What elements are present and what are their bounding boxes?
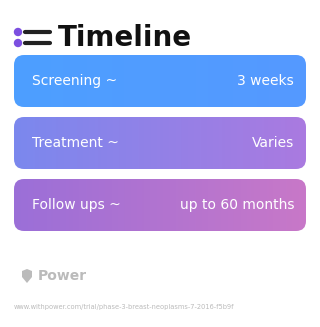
Text: Follow ups ~: Follow ups ~	[32, 198, 121, 212]
Circle shape	[14, 40, 21, 46]
Text: Varies: Varies	[252, 136, 294, 150]
Polygon shape	[22, 269, 32, 283]
Text: 3 weeks: 3 weeks	[237, 74, 294, 88]
Text: Timeline: Timeline	[58, 24, 192, 51]
Text: Power: Power	[38, 269, 87, 283]
Text: Screening ~: Screening ~	[32, 74, 117, 88]
Text: www.withpower.com/trial/phase-3-breast-neoplasms-7-2016-f5b9f: www.withpower.com/trial/phase-3-breast-n…	[14, 304, 235, 310]
Circle shape	[14, 28, 21, 36]
Text: Treatment ~: Treatment ~	[32, 136, 119, 150]
Text: up to 60 months: up to 60 months	[180, 198, 294, 212]
